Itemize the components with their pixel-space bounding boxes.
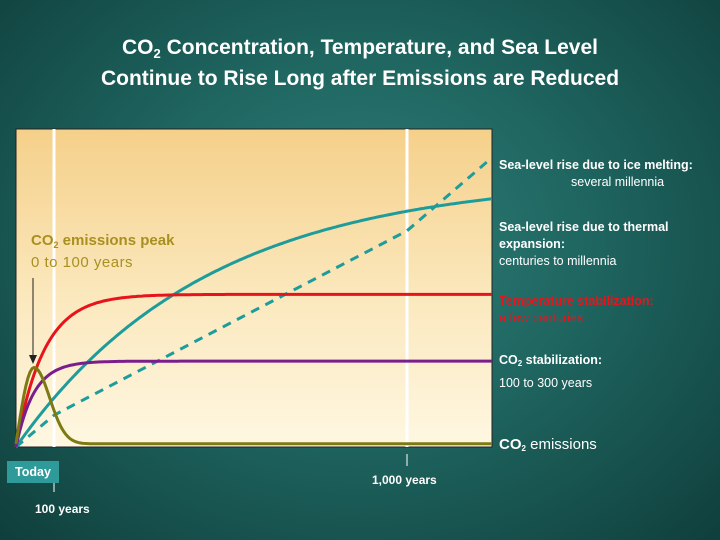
axis-label-100-years: 100 years — [35, 502, 90, 516]
series-ice-melting-line — [15, 156, 493, 449]
legend-thermal-expansion: Sea-level rise due to thermal expansion:… — [499, 220, 669, 268]
legend-co2-emissions: CO2 emissions — [499, 436, 597, 453]
peak-annotation: CO2 emissions peak 0 to 100 years — [31, 232, 175, 271]
peak-arrow-head — [29, 355, 37, 364]
page-title: CO2 Concentration, Temperature, and Sea … — [100, 36, 620, 90]
today-label: Today — [7, 461, 59, 483]
series-thermal-expansion-line — [14, 197, 493, 448]
legend-temperature: Temperature stabilization: a few centuri… — [499, 294, 654, 325]
legend-ice-melting: Sea-level rise due to ice melting: sever… — [499, 158, 693, 189]
legend-co2-stabilization: CO2 stabilization: 100 to 300 years — [499, 353, 603, 390]
series-co2-stabilization-line — [14, 359, 492, 448]
series-co2-emissions-line — [14, 365, 492, 446]
axis-label-1000-years: 1,000 years — [372, 473, 437, 487]
series-temperature-line — [14, 292, 492, 448]
